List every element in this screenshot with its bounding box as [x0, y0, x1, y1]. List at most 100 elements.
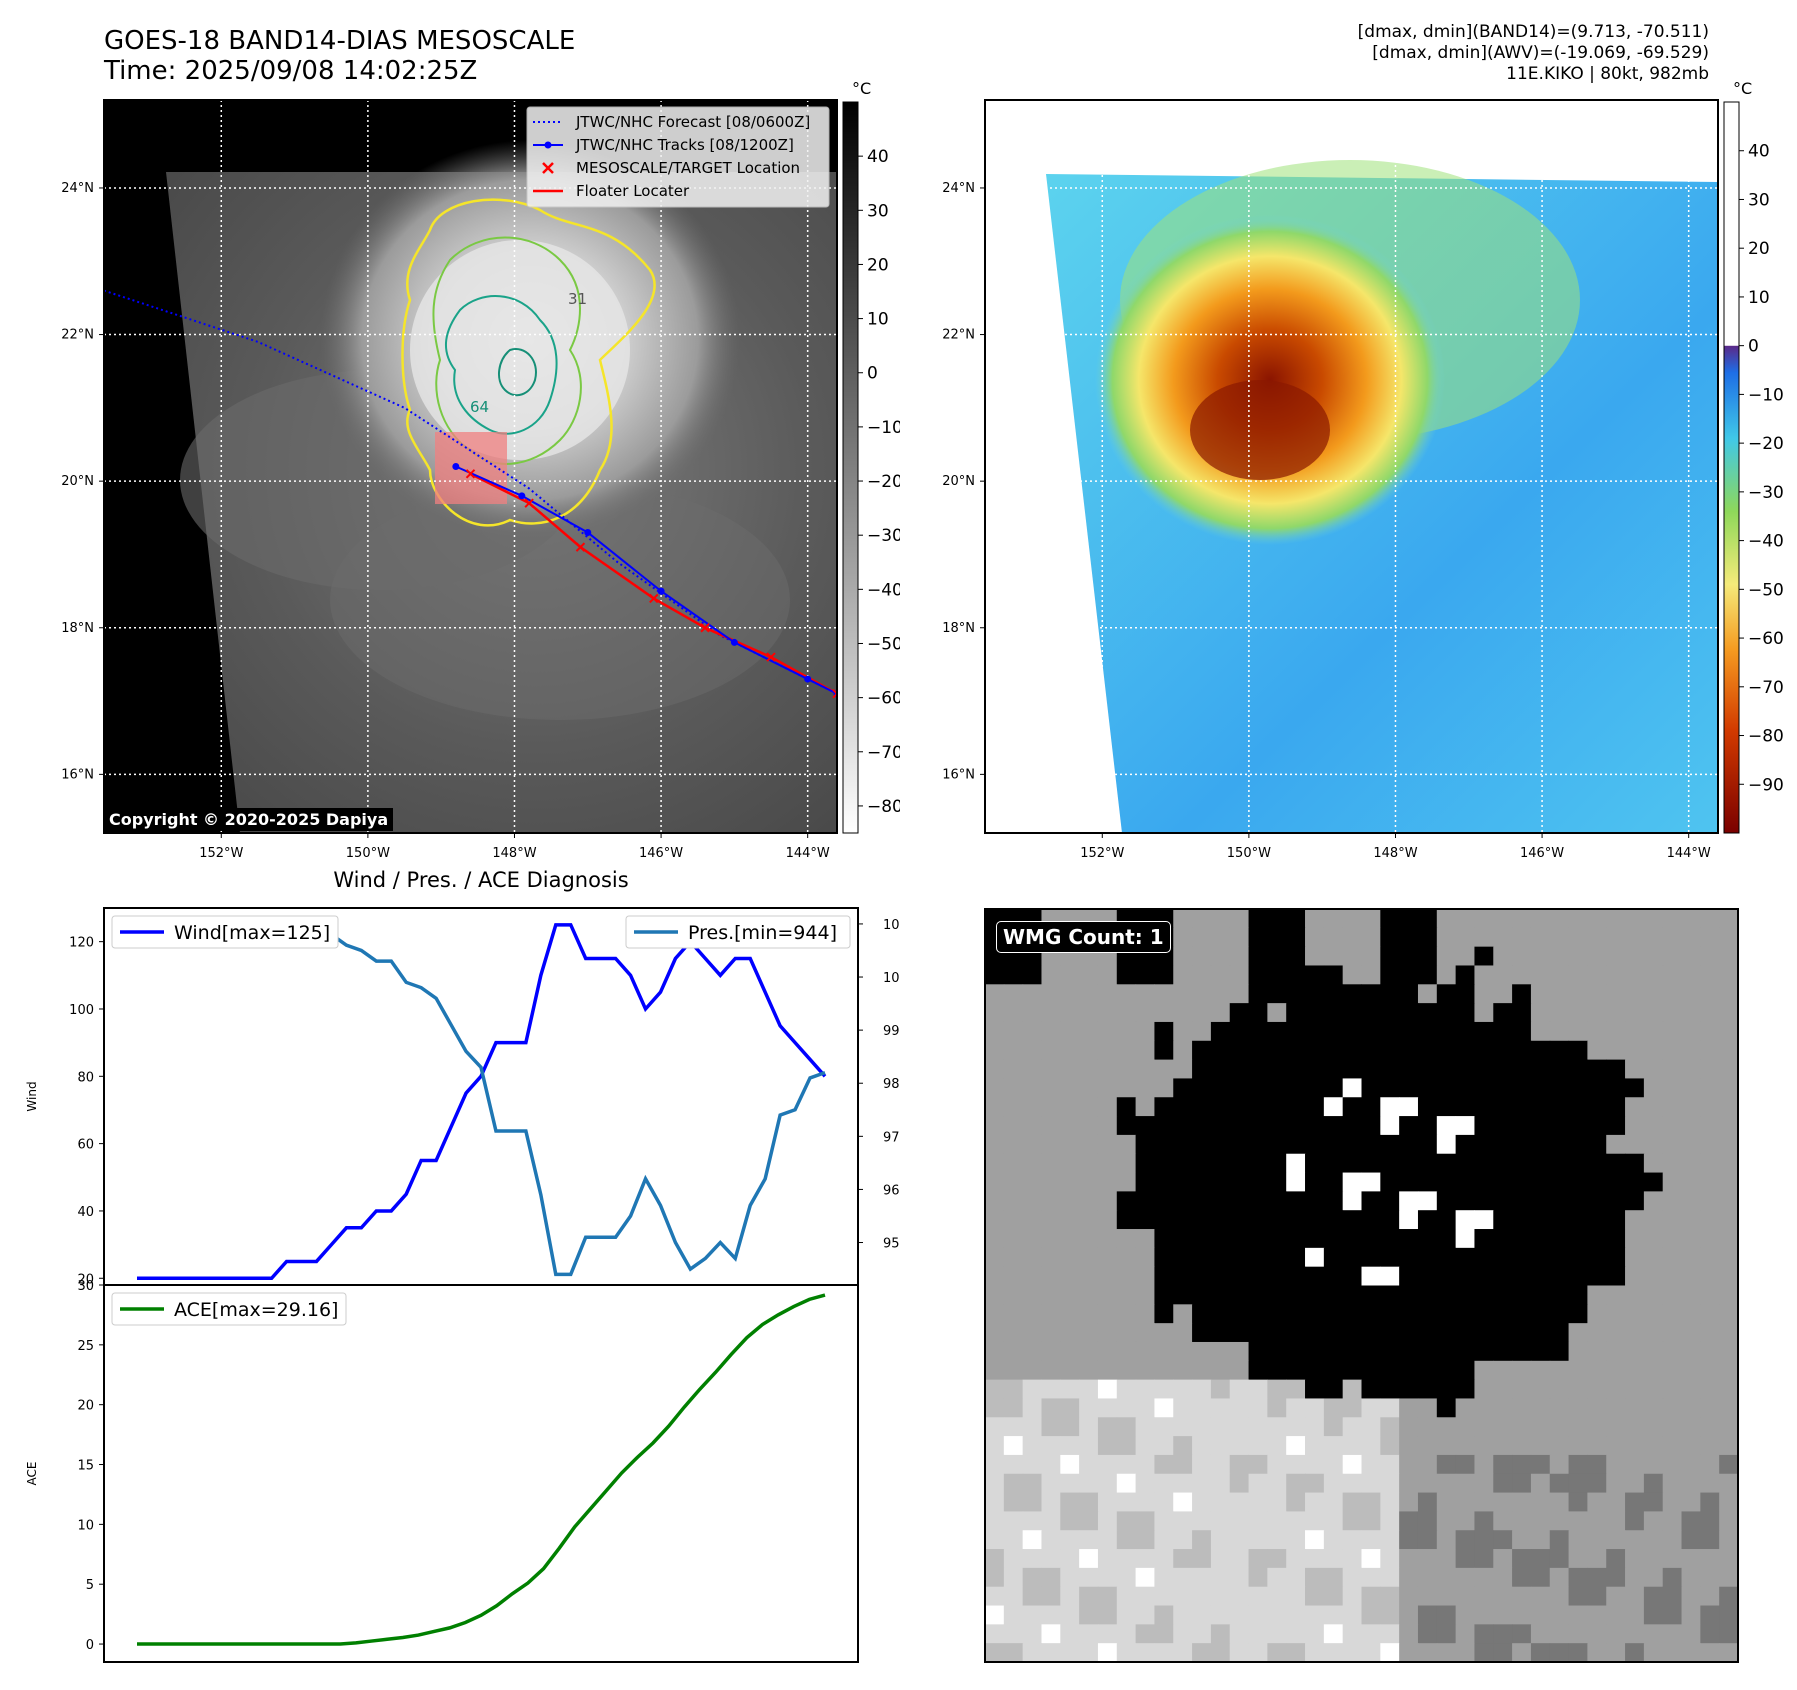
wmg-cell: [1192, 1040, 1212, 1061]
wmg-cell: [1210, 1473, 1231, 1494]
wmg-cell: [1719, 1304, 1739, 1324]
wmg-cell: [1587, 1116, 1607, 1136]
wmg-cell: [1229, 965, 1250, 985]
wmg-cell: [1323, 1229, 1344, 1249]
wmg-cell: [1154, 1530, 1174, 1550]
wmg-cell: [1436, 1511, 1457, 1531]
wmg-cell: [1606, 1643, 1626, 1663]
best-track-point: [730, 638, 738, 646]
wmg-cell: [1041, 1454, 1061, 1475]
colorbar-tick-label: −30: [867, 526, 900, 546]
wmg-cell: [1512, 1323, 1532, 1343]
wmg-cell: [1568, 1040, 1588, 1061]
wmg-cell: [1455, 1191, 1475, 1211]
copyright-label: Copyright © 2020-2025 Dapiya: [104, 808, 394, 831]
wmg-cell: [1587, 946, 1607, 966]
wmg-cell: [1606, 1323, 1626, 1343]
wmg-cell: [1455, 1040, 1475, 1061]
awv-map-panel: 152°W 150°W 148°W 146°W 144°W24°N22°N20°N18°…: [942, 79, 1784, 861]
wmg-cell: [1003, 1097, 1024, 1117]
wmg-cell: [1022, 1323, 1042, 1343]
wmg-cell: [1210, 1172, 1231, 1192]
wmg-cell: [1003, 1643, 1024, 1663]
wmg-cell: [1455, 1492, 1475, 1512]
wmg-cell: [1116, 1360, 1137, 1381]
wmg-cell: [1154, 1040, 1174, 1061]
wmg-cell: [1003, 1398, 1024, 1418]
wmg-cell: [1625, 1417, 1645, 1437]
wmg-cell: [1606, 1191, 1626, 1211]
wmg-cell: [1719, 1530, 1739, 1550]
wmg-cell: [1474, 1059, 1494, 1079]
wmg-cell: [1135, 1229, 1155, 1249]
wmg-cell: [1060, 1003, 1080, 1023]
wmg-cell: [1719, 1323, 1739, 1343]
wmg-cell: [1700, 1473, 1720, 1494]
wmg-cell: [1154, 1398, 1174, 1418]
wmg-cell: [1474, 1285, 1494, 1305]
wmg-cell: [1286, 1511, 1306, 1531]
wmg-cell: [1229, 1567, 1250, 1588]
wmg-cell: [1097, 1643, 1118, 1663]
wmg-cell: [1305, 1360, 1325, 1381]
wmg-cell: [1286, 1436, 1306, 1456]
wmg-cell: [1286, 1417, 1306, 1437]
wmg-cell: [1530, 1643, 1551, 1663]
wmg-cell: [1643, 1266, 1664, 1286]
wmg-cell: [1323, 1473, 1344, 1494]
wmg-cell: [1210, 1059, 1231, 1079]
wmg-cell: [1455, 1624, 1475, 1644]
wmg-cell: [1116, 1003, 1137, 1023]
wmg-cell: [1380, 1097, 1400, 1117]
wmg-cell: [1192, 1116, 1212, 1136]
wmg-cell: [1210, 1116, 1231, 1136]
wmg-cell: [1681, 1172, 1701, 1192]
wmg-cell: [1568, 909, 1588, 929]
wmg-cell: [1210, 1360, 1231, 1381]
wmg-cell: [1399, 1247, 1419, 1268]
wmg-cell: [1135, 1059, 1155, 1079]
wmg-cell: [1286, 1172, 1306, 1192]
wmg-cell: [1022, 1454, 1042, 1475]
lon-tick-label: 146°W: [1520, 846, 1564, 861]
wmg-cell: [1097, 1097, 1118, 1117]
wmg-cell: [1436, 1247, 1457, 1268]
wmg-cell: [1700, 1078, 1720, 1098]
wmg-cell: [1361, 1040, 1381, 1061]
wmg-cell: [1681, 1153, 1701, 1174]
ir-map-frame: [103, 99, 838, 834]
wmg-cell: [1493, 1229, 1513, 1249]
wmg-cell: [1267, 1021, 1287, 1042]
wmg-cell: [1267, 1191, 1287, 1211]
wmg-cell: [1361, 1003, 1381, 1023]
wmg-cell: [1662, 965, 1683, 985]
wmg-cell: [1342, 1398, 1362, 1418]
wmg-cell: [1267, 1040, 1287, 1061]
wmg-cell: [1719, 1549, 1739, 1569]
main-title: GOES-18 BAND14-DIAS MESOSCALE Time: 2025…: [104, 26, 575, 86]
wmg-cell: [1512, 1021, 1532, 1042]
wmg-cell: [1248, 1530, 1268, 1550]
wmg-cell: [1681, 1643, 1701, 1663]
legend-label: MESOSCALE/TARGET Location: [576, 159, 800, 177]
wmg-cell: [1587, 1454, 1607, 1475]
wmg-cell: [1060, 1398, 1080, 1418]
wmg-cell: [1003, 984, 1024, 1004]
wmg-cell: [1003, 1229, 1024, 1249]
legend-label: JTWC/NHC Tracks [08/1200Z]: [575, 136, 794, 154]
wmg-cell: [1436, 927, 1457, 948]
wmg-cell: [985, 1266, 1005, 1286]
wmg-cell: [1399, 1323, 1419, 1343]
wmg-cell: [1079, 1473, 1099, 1494]
wmg-cell: [1003, 1492, 1024, 1512]
wmg-cell: [1380, 1549, 1400, 1569]
wmg-cell: [1229, 946, 1250, 966]
wmg-cell: [1229, 1417, 1250, 1437]
wmg-cell: [1587, 1492, 1607, 1512]
wmg-cell: [1342, 1021, 1362, 1042]
wmg-cell: [1719, 984, 1739, 1004]
wmg-cell: [1512, 1643, 1532, 1663]
wmg-cell: [1493, 1078, 1513, 1098]
wmg-cell: [1530, 1285, 1551, 1305]
wmg-cell: [1606, 1605, 1626, 1625]
